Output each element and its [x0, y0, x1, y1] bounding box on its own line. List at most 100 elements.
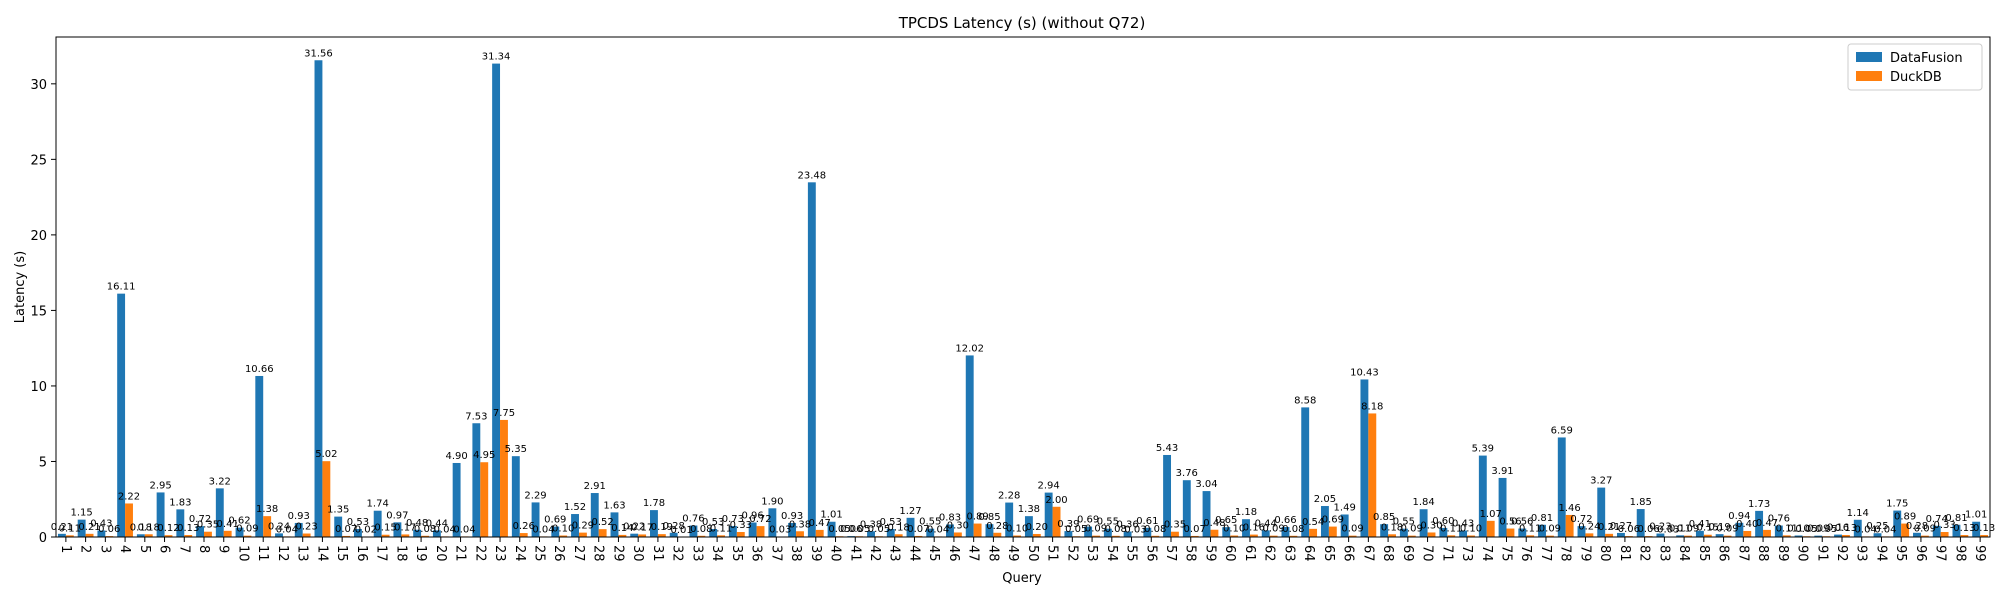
bar-duckdb-q71 [1447, 535, 1456, 537]
bar-label-datafusion-q81: 0.27 [1610, 521, 1632, 532]
bar-datafusion-q66 [1340, 514, 1349, 537]
bar-duckdb-q97 [1940, 532, 1949, 537]
bar-datafusion-q46 [946, 524, 954, 537]
bar-label-datafusion-q21: 4.90 [445, 451, 467, 462]
bar-duckdb-q74 [1486, 520, 1495, 537]
bar-datafusion-q39 [807, 182, 816, 537]
bar-label-datafusion-q66: 1.49 [1334, 502, 1356, 513]
bar-label-datafusion-q33: 0.76 [682, 514, 704, 525]
bar-label-duckdb-q56: 0.08 [1144, 524, 1166, 535]
bar-datafusion-q95 [1893, 510, 1902, 537]
bar-label-datafusion-q27: 1.52 [564, 502, 586, 513]
bar-label-duckdb-q86: 0.09 [1716, 524, 1738, 535]
bar-datafusion-q44 [906, 517, 915, 537]
bar-label-duckdb-q61: 0.16 [1243, 523, 1265, 534]
bar-datafusion-q59 [1202, 491, 1211, 537]
bar-label-datafusion-q23: 31.34 [482, 52, 511, 63]
bar-label-datafusion-q44: 1.27 [899, 506, 921, 517]
bar-label-datafusion-q3: 0.43 [90, 519, 112, 530]
x-tick-label-q38: 38 [788, 545, 803, 562]
bar-label-duckdb-q32: 0.01 [670, 525, 692, 536]
bar-duckdb-q13 [302, 533, 311, 537]
bar-label-datafusion-q39: 23.48 [798, 170, 827, 181]
bar-label-datafusion-q15: 1.35 [327, 505, 349, 516]
x-tick-label-q6: 6 [157, 545, 172, 553]
bar-label-datafusion-q47: 12.02 [955, 343, 984, 354]
bar-label-datafusion-q13: 0.93 [288, 511, 310, 522]
bar-label-duckdb-q95: 0.89 [1894, 512, 1916, 523]
bar-datafusion-q56 [1143, 527, 1152, 537]
bar-duckdb-q53 [1092, 535, 1100, 537]
bar-duckdb-q54 [1111, 535, 1120, 537]
bar-datafusion-q22 [472, 423, 481, 537]
bar-datafusion-q19 [413, 529, 422, 537]
bar-datafusion-q64 [1301, 407, 1310, 537]
bar-label-duckdb-q89: 0.11 [1776, 523, 1798, 534]
bar-label-datafusion-q19: 0.48 [406, 518, 428, 529]
bar-label-duckdb-q67: 8.18 [1361, 401, 1383, 412]
bar-label-duckdb-q60: 0.10 [1223, 523, 1245, 534]
bar-label-datafusion-q85: 0.41 [1689, 519, 1711, 530]
x-tick-label-q50: 50 [1025, 545, 1040, 562]
bar-label-duckdb-q10: 0.09 [236, 524, 258, 535]
bar-label-duckdb-q94: 0.04 [1874, 524, 1896, 535]
bar-label-duckdb-q80: 0.21 [1598, 522, 1620, 533]
bar-label-datafusion-q68: 0.85 [1373, 512, 1395, 523]
x-tick-label-q69: 69 [1400, 545, 1415, 562]
bar-label-duckdb-q71: 0.11 [1440, 523, 1462, 534]
bar-label-duckdb-q38: 0.38 [789, 519, 811, 530]
bar-label-datafusion-q91: 0.09 [1807, 524, 1829, 535]
plot-frame [55, 36, 1991, 538]
bar-label-duckdb-q99: 0.13 [1973, 523, 1995, 534]
bar-label-duckdb-q91: 0.05 [1815, 524, 1837, 535]
x-tick-label-q56: 56 [1143, 545, 1158, 562]
bar-label-duckdb-q2: 0.21 [78, 522, 100, 533]
bar-duckdb-q66 [1348, 535, 1357, 537]
x-tick-label-q61: 61 [1242, 545, 1257, 562]
bar-label-datafusion-q11: 10.66 [245, 364, 274, 375]
bar-label-datafusion-q80: 3.27 [1590, 476, 1612, 487]
bar-label-datafusion-q35: 0.73 [722, 514, 744, 525]
bar-label-duckdb-q50: 0.20 [1026, 522, 1048, 533]
bar-label-datafusion-q94: 0.25 [1866, 521, 1888, 532]
bar-label-duckdb-q19: 0.08 [414, 524, 436, 535]
x-tick-label-q46: 46 [946, 545, 961, 562]
x-tick-label-q60: 60 [1222, 545, 1237, 562]
bar-label-duckdb-q11: 1.38 [256, 504, 278, 515]
y-tick-label: 10 [30, 380, 47, 395]
bar-label-duckdb-q23: 7.75 [493, 408, 515, 419]
x-tick-label-q81: 81 [1617, 545, 1632, 562]
bar-label-datafusion-q20: 0.44 [426, 518, 448, 529]
bar-duckdb-q92 [1841, 535, 1850, 537]
bar-label-datafusion-q36: 0.96 [741, 511, 763, 522]
bar-datafusion-q30 [630, 533, 639, 537]
x-tick-label-q14: 14 [314, 545, 329, 562]
bar-label-duckdb-q42: 0.05 [868, 524, 890, 535]
x-tick-label-q73: 73 [1459, 545, 1474, 562]
bar-duckdb-q77 [1545, 535, 1554, 537]
x-tick-label-q96: 96 [1913, 545, 1928, 562]
x-tick-label-q17: 17 [374, 545, 389, 562]
bar-duckdb-q10 [243, 535, 252, 537]
x-tick-label-q97: 97 [1933, 545, 1948, 562]
bar-datafusion-q51 [1044, 492, 1053, 537]
bar-label-duckdb-q13: 0.23 [295, 522, 317, 533]
x-tick-label-q80: 80 [1597, 545, 1612, 562]
x-tick-label-q59: 59 [1202, 545, 1217, 562]
bar-datafusion-q97 [1932, 525, 1941, 537]
bar-duckdb-q39 [815, 529, 824, 537]
x-tick-label-q54: 54 [1104, 545, 1119, 562]
bar-duckdb-q61 [1249, 534, 1258, 537]
x-tick-label-q24: 24 [512, 545, 527, 562]
bar-label-datafusion-q88: 1.73 [1748, 499, 1770, 510]
bar-datafusion-q14 [314, 60, 323, 537]
bar-datafusion-q9 [215, 488, 224, 537]
bar-datafusion-q20 [432, 530, 441, 537]
bar-label-datafusion-q92: 0.16 [1827, 523, 1849, 534]
bar-duckdb-q56 [1151, 535, 1160, 537]
x-tick-label-q22: 22 [472, 545, 487, 562]
bar-duckdb-q43 [894, 534, 903, 537]
bar-datafusion-q26 [551, 526, 560, 537]
bar-label-duckdb-q49: 0.10 [1006, 523, 1028, 534]
